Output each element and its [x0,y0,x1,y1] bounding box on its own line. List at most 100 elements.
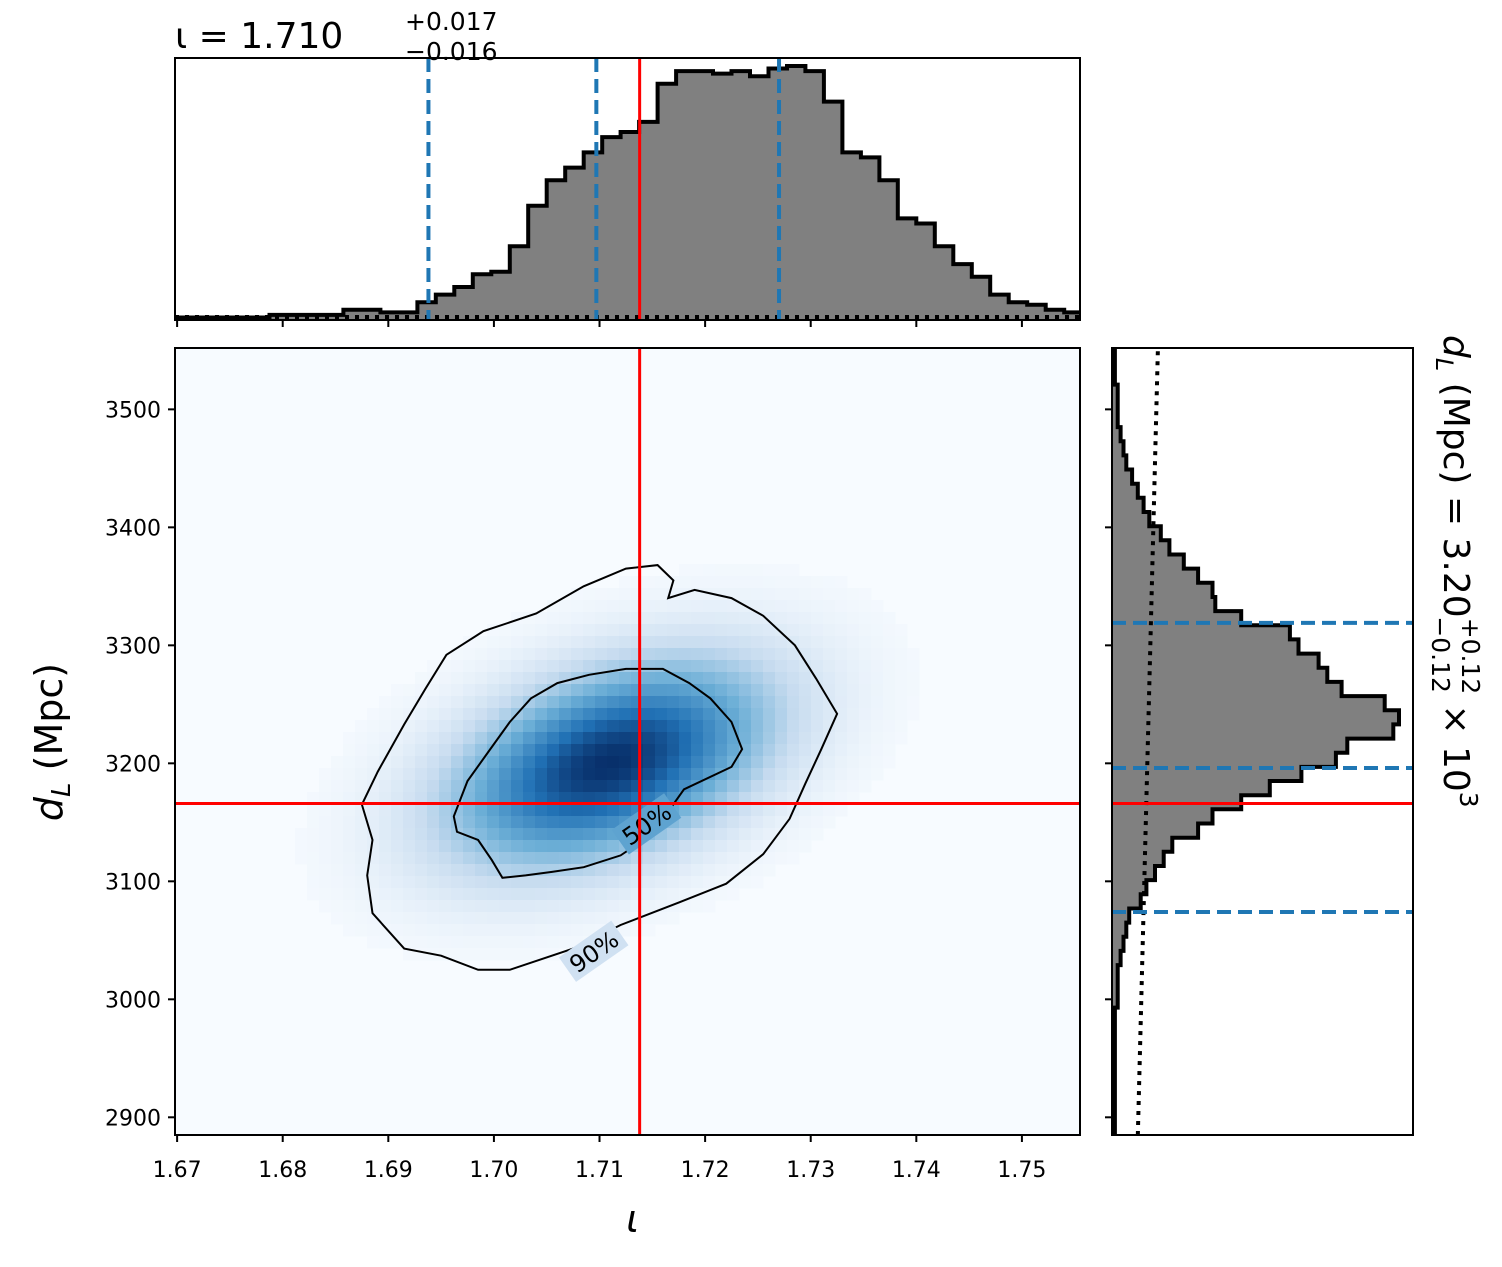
density-cell [631,900,644,913]
density-cell [847,636,860,649]
density-cell [871,672,884,685]
density-cell [427,912,440,925]
right-hist-bar [1112,936,1124,952]
density-cell [643,864,656,877]
density-cell [655,900,668,913]
top-hist-bar [694,71,714,320]
y-axis-label-subscript: L [47,782,77,797]
density-cell [691,732,704,745]
top-hist-bar [749,76,769,320]
density-cell [775,804,788,817]
density-cell [691,768,704,781]
density-cell [535,792,548,805]
density-cell [463,684,476,697]
density-cell [739,828,752,841]
density-cell [475,864,488,877]
density-cell [463,852,476,865]
top-title: ι = 1.710 +0.017 −0.016 [175,7,498,66]
density-cell [703,768,716,781]
density-cell [823,780,836,793]
density-cell [847,684,860,697]
density-cell [583,708,596,721]
density-cell [847,588,860,601]
right-hist-bar [1112,568,1199,584]
density-cell [715,696,728,709]
density-cell [799,672,812,685]
density-cell [667,912,680,925]
density-cell [763,600,776,613]
density-cell [799,684,812,697]
density-cell [835,780,848,793]
density-cell [739,576,752,589]
density-cell [547,648,560,661]
density-cell [451,948,464,961]
density-cell [343,828,356,841]
density-cell [763,756,776,769]
density-cell [859,660,872,673]
density-cell [547,924,560,937]
density-cell [523,720,536,733]
density-cell [859,708,872,721]
density-cell [367,732,380,745]
density-cell [523,876,536,889]
right-title-multiplier: × 10 [1435,693,1476,792]
density-cell [667,828,680,841]
density-cell [523,912,536,925]
density-cell [787,780,800,793]
density-cell [415,708,428,721]
density-cell [559,708,572,721]
top-hist-bar [1064,312,1080,320]
density-cell [775,624,788,637]
density-cell [655,720,668,733]
density-cell [331,912,344,925]
density-cell [667,648,680,661]
density-cell [643,576,656,589]
density-cell [511,900,524,913]
density-cell [871,660,884,673]
density-cell [727,612,740,625]
density-cell [751,732,764,745]
density-cell [619,744,632,757]
density-cell [895,672,908,685]
density-cell [403,876,416,889]
density-cell [547,792,560,805]
x-tick-label: 1.71 [575,1158,624,1183]
density-cell [331,756,344,769]
density-cell [811,624,824,637]
density-cell [691,828,704,841]
density-cell [703,648,716,661]
density-cell [379,816,392,829]
density-cell [511,864,524,877]
density-cell [823,684,836,697]
density-cell [751,780,764,793]
density-cell [367,744,380,757]
density-cell [439,732,452,745]
density-cell [751,828,764,841]
density-cell [655,588,668,601]
x-axis-label: ι [626,1197,639,1241]
density-cell [535,756,548,769]
density-cell [463,660,476,673]
density-cell [859,684,872,697]
density-cell [619,876,632,889]
right-title-sup: +0.12 [1456,618,1485,695]
density-cell [415,852,428,865]
density-cell [523,684,536,697]
density-cell [835,696,848,709]
density-cell [811,684,824,697]
density-cell [523,936,536,949]
density-cell [679,600,692,613]
density-cell [667,660,680,673]
density-cell [631,768,644,781]
right-marginal-plot [1112,348,1413,1135]
density-cell [667,852,680,865]
density-cell [727,816,740,829]
top-hist-bar [546,180,566,320]
top-hist-outline [175,64,1080,320]
density-cell [631,636,644,649]
density-cell [739,768,752,781]
density-cell [427,684,440,697]
density-cell [415,732,428,745]
density-cell [511,924,524,937]
density-cell [859,720,872,733]
